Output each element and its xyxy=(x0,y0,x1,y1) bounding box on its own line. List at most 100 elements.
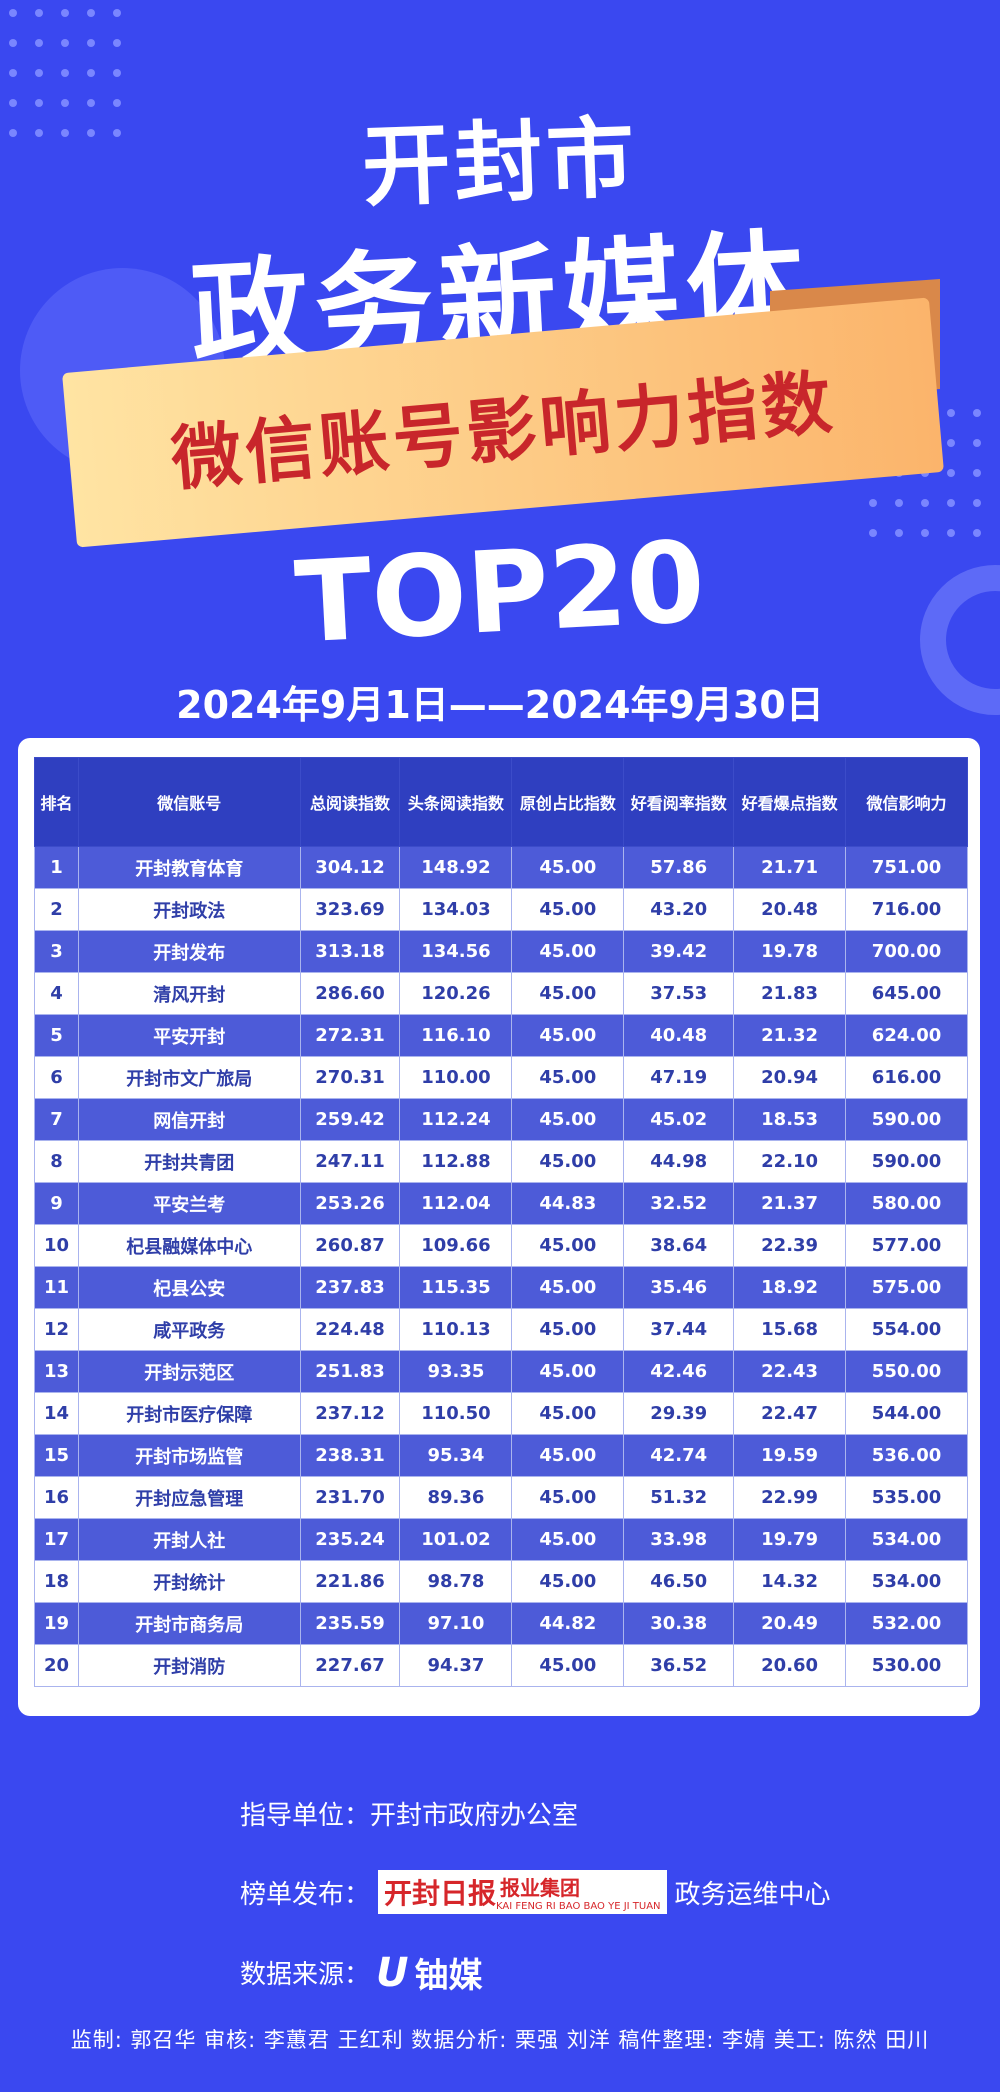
index-cell: 544.00 xyxy=(845,1392,968,1435)
index-cell: 47.19 xyxy=(623,1056,735,1099)
rank-cell: 5 xyxy=(34,1014,79,1057)
index-cell: 45.00 xyxy=(511,930,625,973)
rank-cell: 14 xyxy=(34,1392,79,1435)
index-cell: 235.59 xyxy=(299,1602,401,1645)
index-cell: 44.83 xyxy=(511,1182,625,1225)
decor-dot xyxy=(921,499,929,507)
decor-dot xyxy=(9,129,17,137)
index-cell: 221.86 xyxy=(299,1560,401,1603)
index-cell: 590.00 xyxy=(845,1140,968,1183)
index-cell: 37.44 xyxy=(623,1308,735,1351)
table-row: 17 开封人社 235.24 101.02 45.00 33.98 19.79 534.00 xyxy=(34,1518,968,1561)
column-header: 好看爆点指数 xyxy=(733,757,847,847)
index-cell: 112.04 xyxy=(399,1182,513,1225)
table-row: 13 开封示范区 251.83 93.35 45.00 42.46 22.43 550.00 xyxy=(34,1350,968,1393)
index-cell: 14.32 xyxy=(733,1560,847,1603)
index-cell: 21.32 xyxy=(733,1014,847,1057)
index-cell: 237.12 xyxy=(299,1392,401,1435)
rank-cell: 10 xyxy=(34,1224,79,1267)
index-cell: 39.42 xyxy=(623,930,735,973)
index-cell: 550.00 xyxy=(845,1350,968,1393)
rank-cell: 9 xyxy=(34,1182,79,1225)
index-cell: 231.70 xyxy=(299,1476,401,1519)
rank-cell: 7 xyxy=(34,1098,79,1141)
decor-dot xyxy=(61,129,69,137)
index-cell: 716.00 xyxy=(845,888,968,931)
credits: 监制: 郭召华 审核: 李蕙君 王红利 数据分析: 栗强 刘洋 稿件整理: 李婧… xyxy=(70,2028,930,2052)
decor-dot xyxy=(947,499,955,507)
index-cell: 19.78 xyxy=(733,930,847,973)
index-cell: 45.00 xyxy=(511,888,625,931)
index-cell: 94.37 xyxy=(399,1644,513,1687)
index-cell: 33.98 xyxy=(623,1518,735,1561)
column-header: 头条阅读指数 xyxy=(399,757,513,847)
table-row: 3 开封发布 313.18 134.56 45.00 39.42 19.78 700.00 xyxy=(34,930,968,973)
index-cell: 20.49 xyxy=(733,1602,847,1645)
table-row: 1 开封教育体育 304.12 148.92 45.00 57.86 21.71 751.00 xyxy=(34,846,968,889)
table-row: 14 开封市医疗保障 237.12 110.50 45.00 29.39 22.47 544.… xyxy=(34,1392,968,1435)
decor-dot xyxy=(61,9,69,17)
table-row: 5 平安开封 272.31 116.10 45.00 40.48 21.32 624.00 xyxy=(34,1014,968,1057)
decor-dot xyxy=(947,529,955,537)
index-cell: 29.39 xyxy=(623,1392,735,1435)
index-cell: 45.00 xyxy=(511,1518,625,1561)
index-cell: 20.48 xyxy=(733,888,847,931)
publisher-value: 政务运维中心 xyxy=(674,1879,831,1910)
index-cell: 20.60 xyxy=(733,1644,847,1687)
index-cell: 46.50 xyxy=(623,1560,735,1603)
index-cell: 45.00 xyxy=(511,1560,625,1603)
rank-cell: 8 xyxy=(34,1140,79,1183)
index-cell: 42.46 xyxy=(623,1350,735,1393)
index-cell: 19.59 xyxy=(733,1434,847,1477)
table-row: 11 杞县公安 237.83 115.35 45.00 35.46 18.92 575.00 xyxy=(34,1266,968,1309)
index-cell: 22.43 xyxy=(733,1350,847,1393)
publish-label: 榜单发布： xyxy=(240,1879,371,1910)
account-name-cell: 开封共青团 xyxy=(77,1140,301,1183)
index-cell: 93.35 xyxy=(399,1350,513,1393)
index-cell: 580.00 xyxy=(845,1182,968,1225)
index-cell: 95.34 xyxy=(399,1434,513,1477)
account-name-cell: 网信开封 xyxy=(77,1098,301,1141)
account-name-cell: 开封市文广旅局 xyxy=(77,1056,301,1099)
account-name-cell: 开封教育体育 xyxy=(77,846,301,889)
index-cell: 45.00 xyxy=(511,1224,625,1267)
account-name-cell: 开封政法 xyxy=(77,888,301,931)
account-name-cell: 开封应急管理 xyxy=(77,1476,301,1519)
table-row: 4 清风开封 286.60 120.26 45.00 37.53 21.83 645.00 xyxy=(34,972,968,1015)
decor-dot xyxy=(87,129,95,137)
index-cell: 272.31 xyxy=(299,1014,401,1057)
decor-dot xyxy=(9,39,17,47)
index-cell: 224.48 xyxy=(299,1308,401,1351)
decor-dot xyxy=(895,499,903,507)
index-cell: 22.99 xyxy=(733,1476,847,1519)
account-name-cell: 开封人社 xyxy=(77,1518,301,1561)
index-cell: 45.00 xyxy=(511,1644,625,1687)
index-cell: 45.00 xyxy=(511,1392,625,1435)
index-cell: 116.10 xyxy=(399,1014,513,1057)
index-cell: 120.26 xyxy=(399,972,513,1015)
decor-dot xyxy=(947,409,955,417)
index-cell: 22.10 xyxy=(733,1140,847,1183)
account-name-cell: 杞县公安 xyxy=(77,1266,301,1309)
decor-dot xyxy=(973,499,981,507)
index-cell: 45.00 xyxy=(511,1434,625,1477)
index-cell: 110.00 xyxy=(399,1056,513,1099)
guide-row: 指导单位： 开封市政府办公室 xyxy=(240,1795,578,1832)
decor-dot xyxy=(35,39,43,47)
index-cell: 554.00 xyxy=(845,1308,968,1351)
index-cell: 323.69 xyxy=(299,888,401,931)
dot-pattern-top-left xyxy=(0,0,150,137)
account-name-cell: 平安兰考 xyxy=(77,1182,301,1225)
index-cell: 45.00 xyxy=(511,1308,625,1351)
index-cell: 134.56 xyxy=(399,930,513,973)
index-cell: 259.42 xyxy=(299,1098,401,1141)
publisher-logo-sub: KAI FENG RI BAO BAO YE JI TUAN xyxy=(496,1901,661,1912)
index-cell: 101.02 xyxy=(399,1518,513,1561)
decor-dot xyxy=(9,69,17,77)
decor-dot xyxy=(973,439,981,447)
table-row: 10 杞县融媒体中心 260.87 109.66 45.00 38.64 22.39 577.… xyxy=(34,1224,968,1267)
rank-cell: 15 xyxy=(34,1434,79,1477)
decor-dot xyxy=(87,39,95,47)
table-row: 18 开封统计 221.86 98.78 45.00 46.50 14.32 534.00 xyxy=(34,1560,968,1603)
index-cell: 260.87 xyxy=(299,1224,401,1267)
